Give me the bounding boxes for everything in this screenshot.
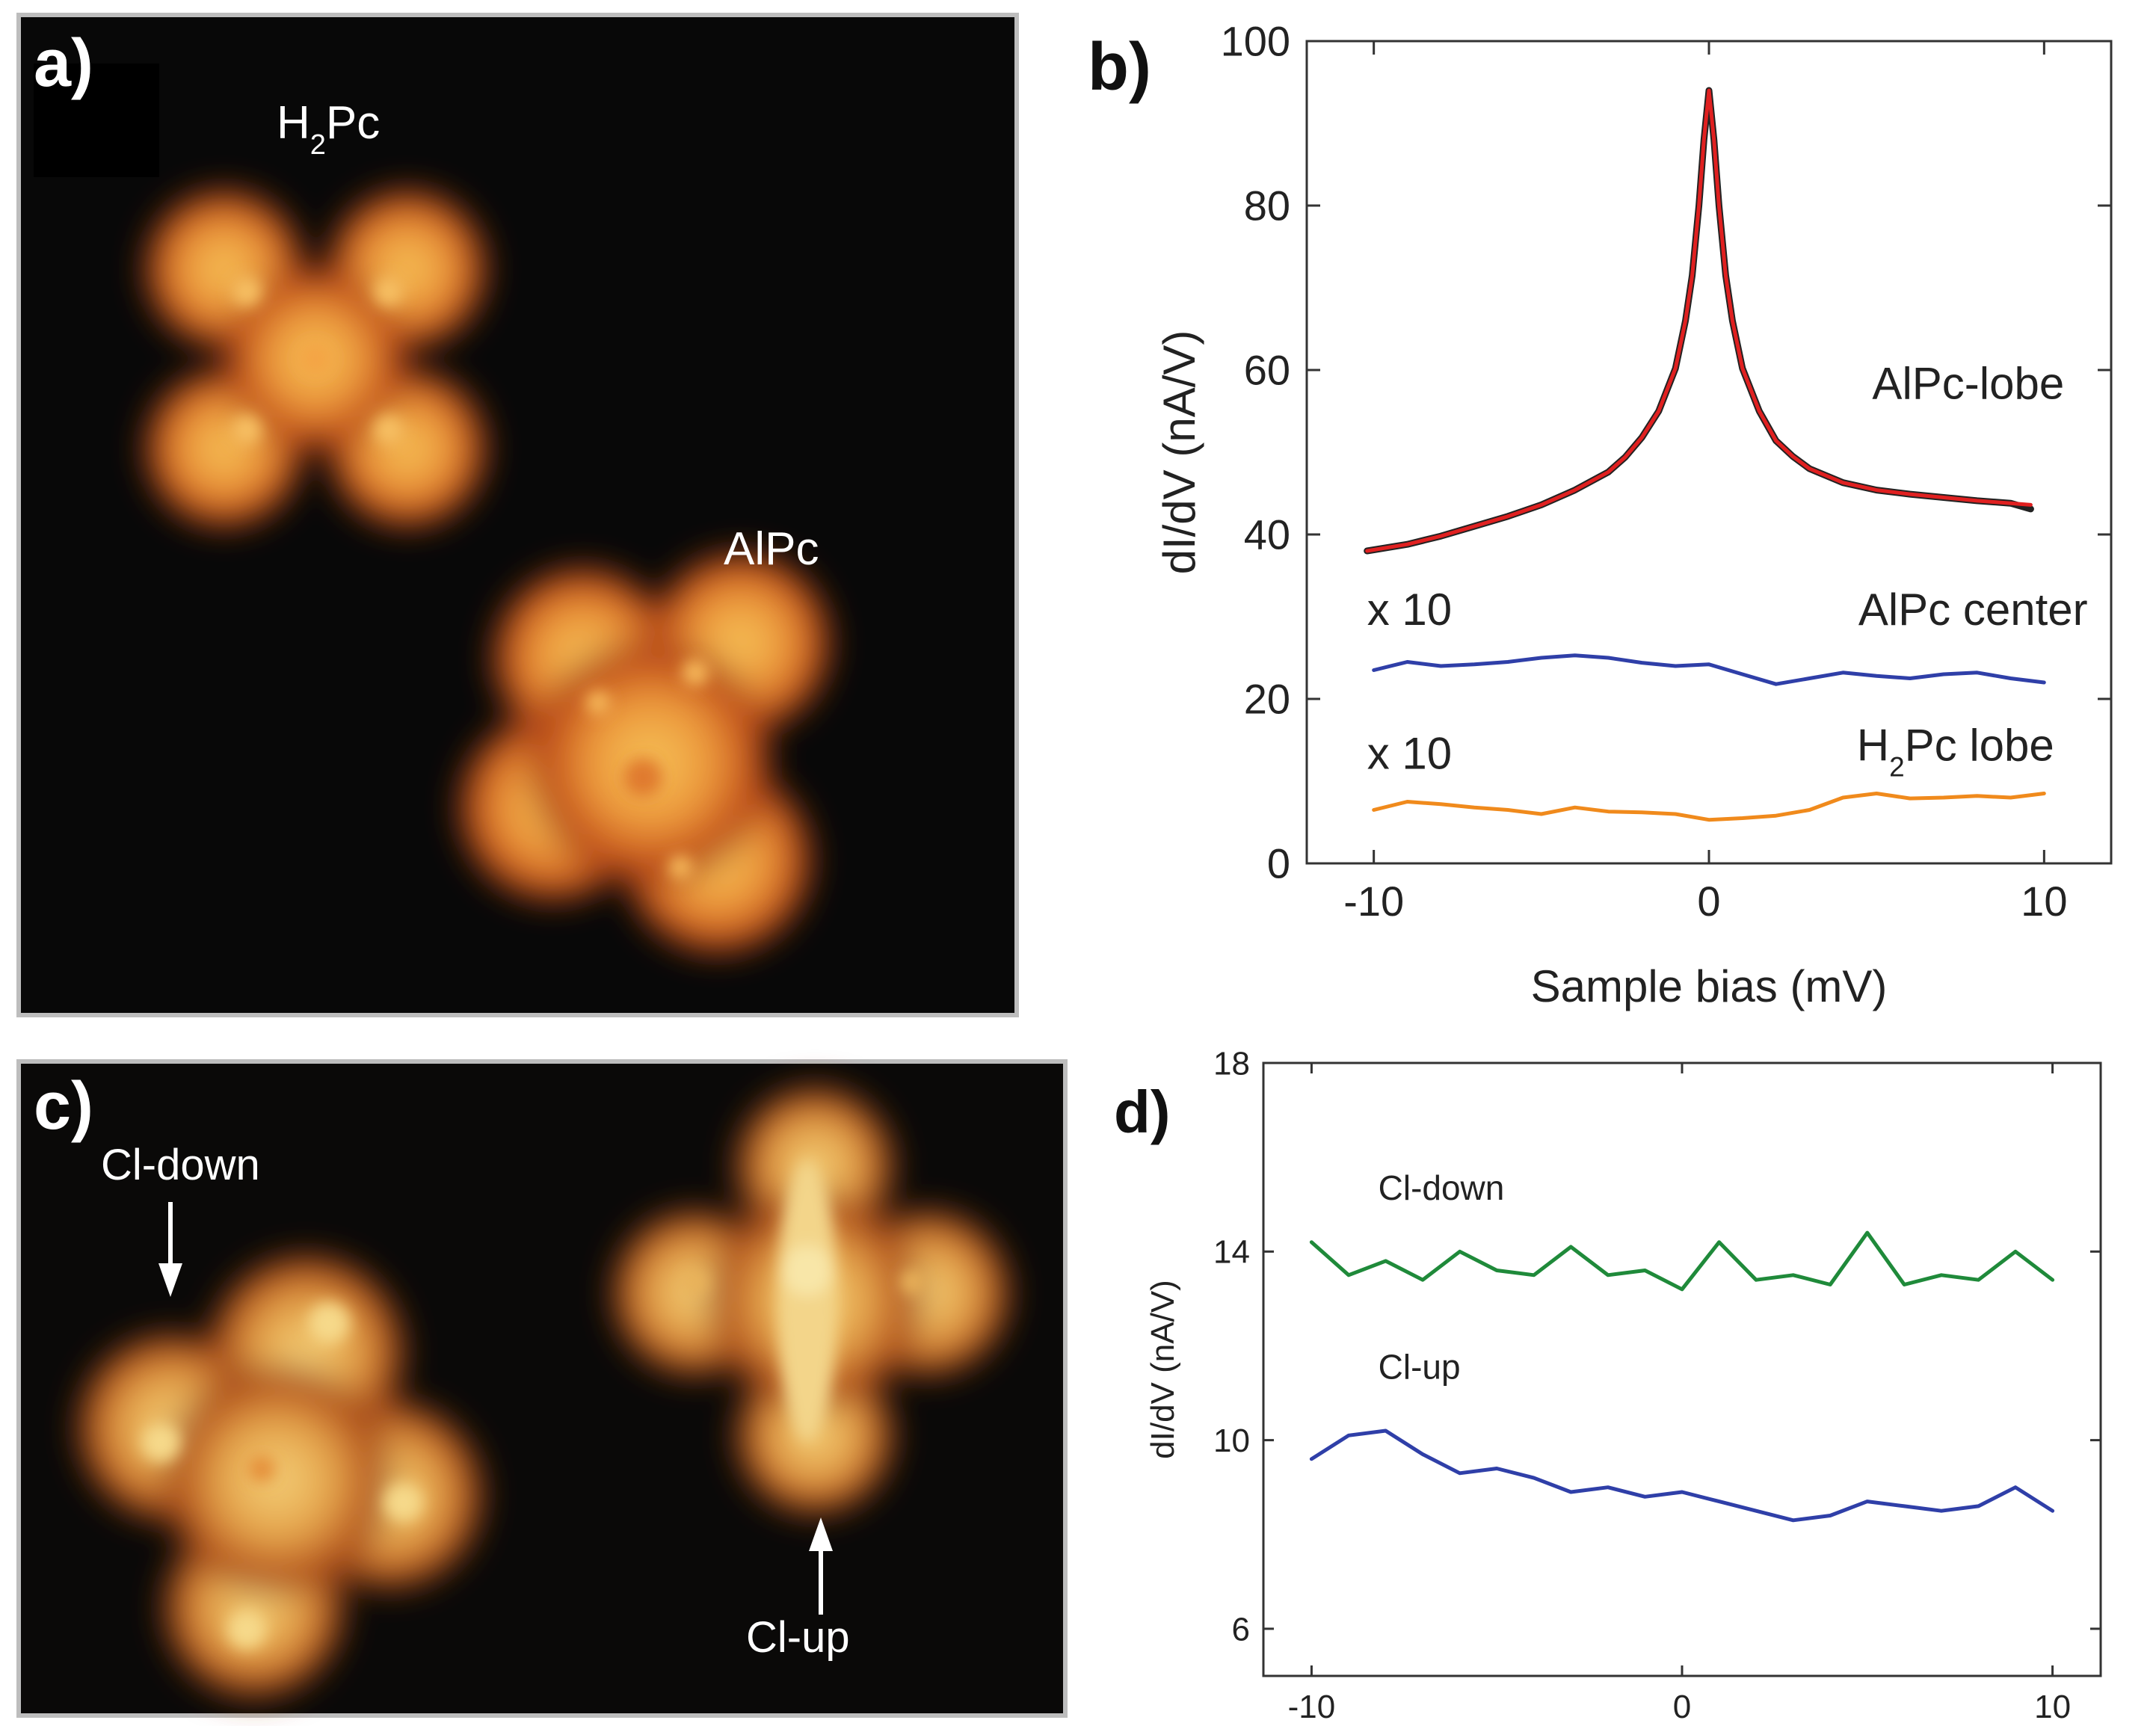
x-tick-label: -10 — [1288, 1689, 1336, 1725]
series-line-cl-down — [1309, 1230, 2055, 1292]
label-alpc: AlPc — [724, 523, 819, 575]
y-tick-label: 10 — [1213, 1423, 1250, 1459]
annotation-alpc-center: AlPc center — [1858, 585, 2088, 635]
label-cl-down: Cl-down — [101, 1141, 260, 1189]
series-line-alpc-lobe-data — [1364, 87, 2034, 555]
alpc-molecule — [460, 553, 830, 953]
x-tick-label: 0 — [1673, 1689, 1691, 1725]
annotation-x-10: x 10 — [1367, 585, 1452, 635]
cl-down-molecule — [78, 1256, 482, 1697]
panel-c: c) Cl-down Cl-up — [16, 1059, 1068, 1718]
series-line-alpc-lobe-fit — [1365, 88, 2033, 553]
y-tick-label: 60 — [1244, 347, 1290, 394]
panel-label-a: a) — [34, 26, 93, 101]
panel-label-c: c) — [34, 1069, 93, 1144]
y-axis-label: dI/dV (nA/V) — [1154, 330, 1204, 575]
annotation-x-10: x 10 — [1367, 729, 1452, 779]
arrow-up-icon — [809, 1517, 833, 1615]
label-box-a — [34, 64, 159, 177]
panel-label-b: b) — [1088, 30, 1151, 105]
y-tick-label: 100 — [1221, 18, 1290, 65]
y-tick-label: 40 — [1244, 511, 1290, 558]
y-tick-label: 14 — [1213, 1234, 1250, 1271]
alpc-highlights — [586, 659, 709, 879]
annotation-cl-down: Cl-down — [1379, 1168, 1505, 1207]
x-tick-label: 10 — [2021, 878, 2067, 925]
arrow-down-icon — [158, 1202, 182, 1297]
annotation-cl-up: Cl-up — [1379, 1348, 1461, 1387]
label-cl-up: Cl-up — [746, 1613, 850, 1662]
panel-a: a) H2Pc AlPc — [16, 13, 1019, 1017]
x-tick-label: 10 — [2034, 1689, 2071, 1725]
cl-down-highlights — [141, 1302, 423, 1649]
annotation-h2pc-lobe: H2Pc lobe — [1857, 721, 2054, 783]
y-tick-label: 80 — [1244, 182, 1290, 229]
annotation-alpc-lobe: AlPc-lobe — [1872, 359, 2064, 409]
x-tick-label: -10 — [1343, 878, 1404, 925]
cl-up-highlights — [683, 1159, 924, 1443]
chart-b: b) 0 20 40 60 80 100 -10 0 10 Sample bias (mV) dI/… — [1088, 18, 2113, 1011]
y-tick-label: 18 — [1213, 1045, 1250, 1082]
y-tick-label: 0 — [1267, 840, 1290, 887]
x-axis-label: Sample bias (mV) — [1531, 961, 1888, 1011]
series-line-alpc-center — [1372, 653, 2046, 686]
y-axis-label: dI/dV (nA/V) — [1145, 1280, 1181, 1459]
h2pc-molecule — [146, 191, 486, 527]
y-tick-label: 20 — [1244, 676, 1290, 723]
x-tick-label: 0 — [1697, 878, 1720, 925]
series-line-h2pc-lobe — [1372, 792, 2046, 822]
panel-label-d: d) — [1114, 1079, 1171, 1145]
label-h2pc: H2Pc — [277, 97, 380, 161]
series-line-cl-up — [1309, 1428, 2055, 1523]
y-tick-label: 6 — [1232, 1611, 1250, 1648]
h2pc-highlights — [232, 277, 404, 445]
